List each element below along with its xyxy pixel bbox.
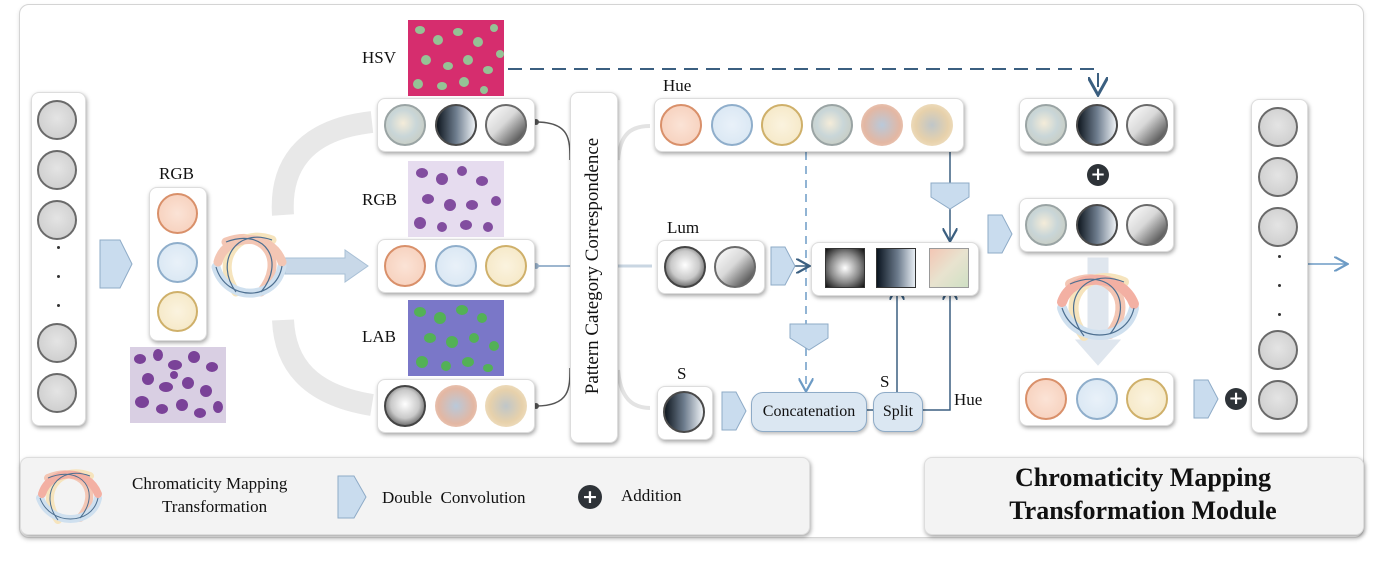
output-circle <box>1258 207 1298 247</box>
feature-circle <box>37 150 77 190</box>
hue-split-label: Hue <box>954 390 983 409</box>
rgb-circle-b <box>485 245 527 287</box>
double-conv-icon <box>789 323 829 351</box>
hsv-image <box>408 20 504 96</box>
lum-circle-2 <box>714 246 756 288</box>
out-circle-3 <box>1126 104 1168 146</box>
double-conv-icon <box>721 391 747 431</box>
input-feature-column <box>31 92 86 426</box>
double-conv-icon <box>1193 379 1219 419</box>
pattern-correspondence-label: Pattern Category Correspondence <box>582 137 603 395</box>
rgb-input-image <box>130 347 226 423</box>
rgb-mid-label: RGB <box>362 190 397 209</box>
s-label: S <box>677 364 687 383</box>
hue-circle-3 <box>761 104 803 146</box>
s-square <box>876 248 916 288</box>
pattern-correspondence-box <box>570 92 618 443</box>
lab-image <box>408 300 504 376</box>
fused-circle-3 <box>1126 204 1168 246</box>
legend-double-conv-icon <box>337 475 367 519</box>
inverse-transform-icon <box>1057 273 1139 341</box>
legend-addition-label: Addition <box>621 486 682 505</box>
hue-circle-5 <box>861 104 903 146</box>
rgb-circle-g <box>435 245 477 287</box>
lab-circle-3 <box>485 385 527 427</box>
legend-transform-icon <box>36 469 102 524</box>
lum-label: Lum <box>667 218 700 237</box>
double-conv-icon <box>770 246 796 286</box>
out-circle-1 <box>1025 104 1067 146</box>
lab-label: LAB <box>362 327 396 346</box>
out-circle-2 <box>1076 104 1118 146</box>
hsv-circle-3 <box>485 104 527 146</box>
legend-double-conv-label: Double Convolution <box>382 488 526 507</box>
module-title-line2: Transformation Module <box>1009 496 1277 525</box>
output-circle <box>1258 107 1298 147</box>
hue-square <box>929 248 969 288</box>
legend-box <box>20 457 810 535</box>
legend-cmt-line1: Chromaticity Mapping <box>132 474 288 493</box>
hue-circle-1 <box>660 104 702 146</box>
module-title-line1: Chromaticity Mapping <box>1015 463 1271 492</box>
feature-circle <box>37 200 77 240</box>
output-circle <box>1258 380 1298 420</box>
addition-icon: + <box>1087 164 1109 186</box>
lum-circle-1 <box>664 246 706 288</box>
output-feature-column <box>1251 99 1308 433</box>
rgb-out-circle-g <box>1076 378 1118 420</box>
s-circle <box>663 391 705 433</box>
hue-label: Hue <box>663 76 692 95</box>
s-split-label: S <box>880 372 890 391</box>
g-channel-circle <box>157 242 198 283</box>
hue-circle-6 <box>911 104 953 146</box>
r-channel-circle <box>157 193 198 234</box>
lab-circle-1 <box>384 385 426 427</box>
curve-to-hsv <box>271 111 374 216</box>
b-channel-circle <box>157 291 198 332</box>
split-block: Split <box>873 392 923 432</box>
addition-icon: + <box>1225 388 1247 410</box>
lum-square <box>825 248 865 288</box>
rgb-circle-r <box>384 245 426 287</box>
chromaticity-transform-icon <box>211 232 287 298</box>
feature-circle <box>37 100 77 140</box>
hsv-label: HSV <box>362 48 397 67</box>
legend-addition-icon: + <box>578 485 602 509</box>
double-conv-icon <box>930 182 970 210</box>
double-conv-icon <box>99 239 133 289</box>
hue-circle-2 <box>711 104 753 146</box>
fused-circle-2 <box>1076 204 1118 246</box>
fused-circle-1 <box>1025 204 1067 246</box>
curve-to-lab <box>272 319 374 416</box>
hue-circle-4 <box>811 104 853 146</box>
rgb-out-circle-b <box>1126 378 1168 420</box>
rgb-label: RGB <box>159 164 194 183</box>
hsv-circle-2 <box>435 104 477 146</box>
rgb-image <box>408 161 504 237</box>
lab-circle-2 <box>435 385 477 427</box>
output-circle <box>1258 157 1298 197</box>
output-circle <box>1258 330 1298 370</box>
concatenation-block: Concatenation <box>751 392 867 432</box>
rgb-out-circle-r <box>1025 378 1067 420</box>
feature-circle <box>37 323 77 363</box>
hsv-circle-1 <box>384 104 426 146</box>
legend-cmt-line2: Transformation <box>162 497 268 516</box>
double-conv-icon <box>987 214 1013 254</box>
feature-circle <box>37 373 77 413</box>
module-title-box <box>924 457 1364 535</box>
